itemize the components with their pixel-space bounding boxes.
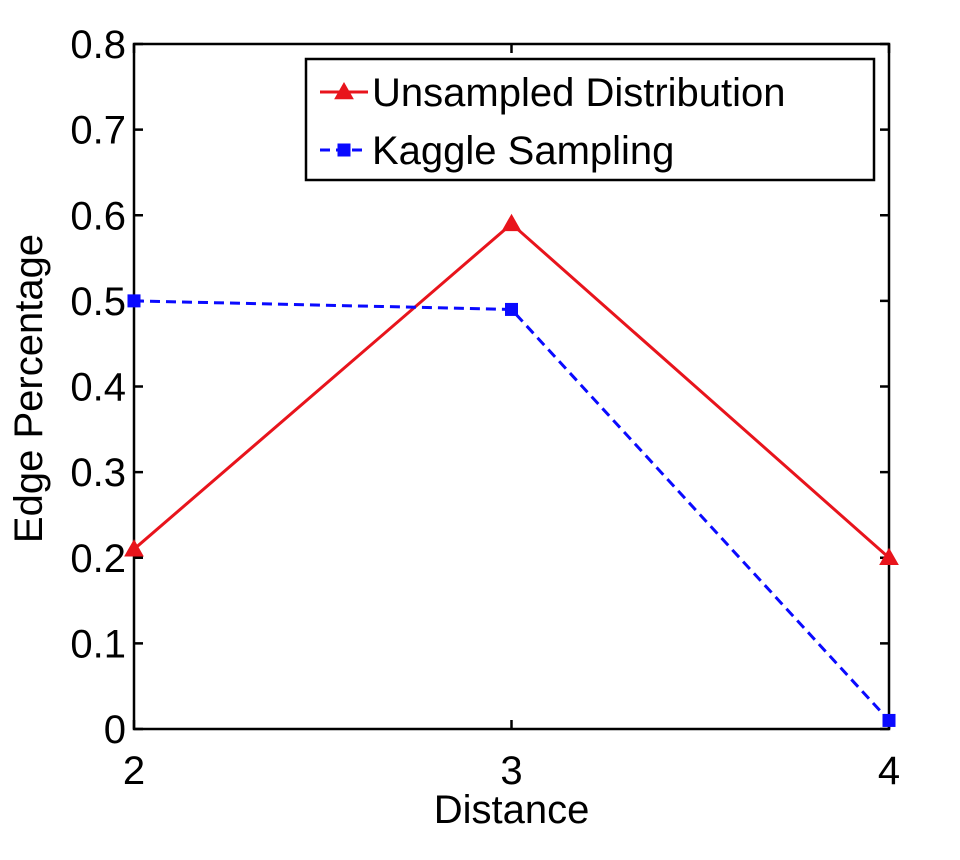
legend-label: Unsampled Distribution	[372, 71, 786, 115]
x-tick-label: 3	[500, 749, 522, 793]
y-tick-label: 0	[104, 708, 126, 752]
y-tick-label: 0.5	[70, 280, 126, 324]
axis-tick-labels: 0 0.1 0.2 0.3 0.4 0.5 0.6 0.7 0.8 2 3 4	[70, 23, 900, 793]
x-axis-title: Distance	[434, 788, 590, 832]
series-point	[505, 302, 518, 316]
series-layer	[124, 213, 899, 727]
y-tick-label: 0.7	[70, 109, 126, 153]
y-tick-label: 0.3	[70, 451, 126, 495]
y-tick-label: 0.8	[70, 23, 126, 67]
series-point	[882, 713, 896, 727]
x-tick-label: 2	[123, 749, 145, 793]
y-tick-label: 0.1	[70, 622, 126, 666]
x-tick-label: 4	[878, 749, 900, 793]
legend-box	[304, 57, 876, 182]
series-point	[124, 539, 144, 557]
y-tick-label: 0.4	[70, 366, 126, 410]
y-tick-label: 0.2	[70, 537, 126, 581]
legend: Unsampled Distribution Kaggle Sampling	[304, 57, 876, 182]
legend-label: Kaggle Sampling	[372, 129, 674, 173]
legend-entry: Kaggle Sampling	[320, 129, 674, 173]
legend-swatch-marker	[337, 143, 351, 157]
series-point	[127, 294, 141, 308]
y-tick-label: 0.6	[70, 194, 126, 238]
legend-entries: Unsampled Distribution Kaggle Sampling	[320, 71, 786, 173]
series-point	[879, 547, 899, 565]
axis-ticks	[132, 42, 891, 731]
legend-entry: Unsampled Distribution	[320, 71, 786, 115]
legend-swatch-marker	[334, 81, 354, 100]
series-2	[127, 294, 896, 727]
series-point	[501, 213, 522, 232]
y-axis-title: Edge Percentage	[7, 234, 51, 543]
series-1	[124, 213, 899, 565]
